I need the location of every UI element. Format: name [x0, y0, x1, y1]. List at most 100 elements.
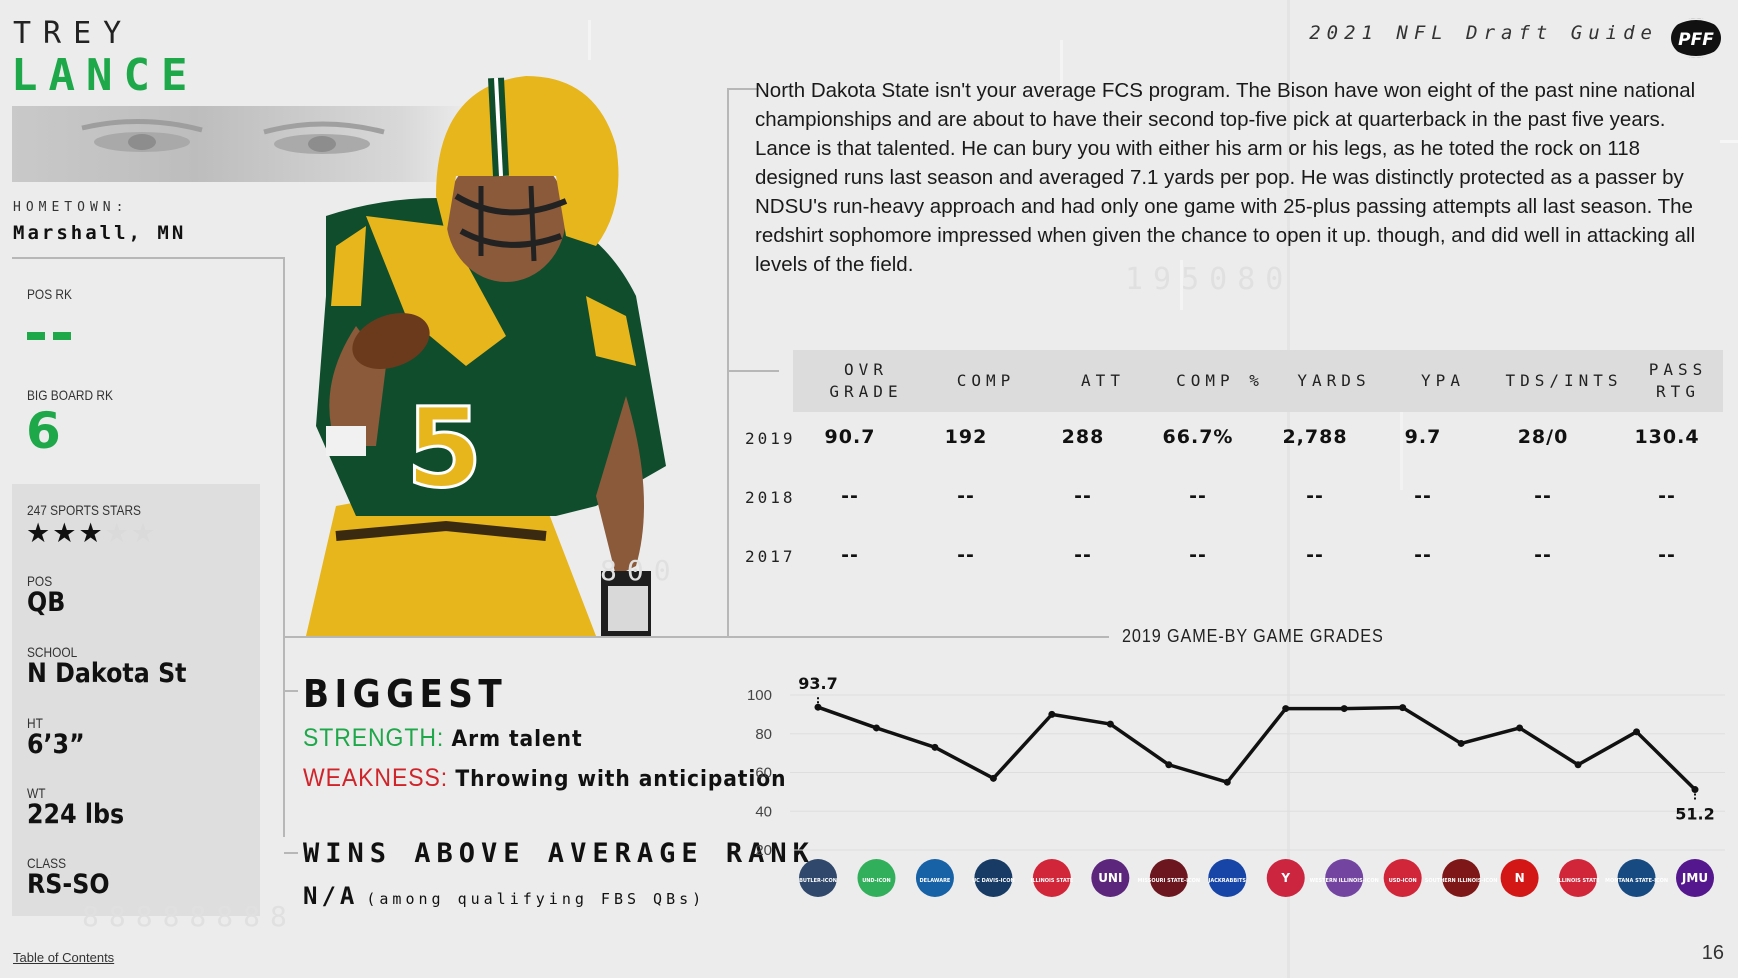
profile-panel — [12, 484, 260, 916]
weakness-label: WEAKNESS: — [303, 764, 449, 792]
opponent-logo-icon: N — [1500, 859, 1539, 897]
col-att: ATT — [1081, 371, 1125, 390]
grade-point — [1691, 786, 1699, 794]
opponent-logo-label: JACKRABBITS — [1208, 878, 1247, 884]
opponent-logo-label: MONTANA STATE-ICON — [1605, 878, 1668, 884]
opponent-logo-icon: MISSOURI STATE-ICON — [1138, 859, 1201, 897]
frame-line — [12, 257, 284, 259]
stats-row-year: 2019 — [745, 429, 796, 448]
strength-label: STRENGTH: — [303, 724, 445, 752]
stats-row-year: 2018 — [745, 488, 796, 507]
opponent-logo-icon: JMU — [1676, 859, 1714, 897]
opponent-logo-icon: SOUTHERN ILLINOIS-ICON — [1425, 859, 1498, 897]
stats-cell: -- — [1306, 544, 1324, 566]
stats-table-header: OVR GRADE COMP ATT COMP % YARDS YPA TDS/… — [793, 350, 1723, 412]
stats-cell: 66.7% — [1162, 426, 1234, 448]
frame-line — [727, 370, 779, 372]
grade-point — [1282, 705, 1290, 713]
annotation-label: 51.2 — [1675, 805, 1714, 824]
background-number: 195080 — [1125, 262, 1294, 297]
y-tick-label: 80 — [755, 726, 772, 743]
star-filled-icon: ★ — [52, 518, 79, 549]
stats-cell: -- — [957, 485, 975, 507]
grade-point — [1165, 761, 1173, 769]
star-empty-icon: ★ — [104, 518, 131, 549]
star-filled-icon: ★ — [26, 518, 53, 549]
opponent-logo-icon: DELAWARE — [915, 859, 954, 897]
opponent-logo-label: UC DAVIS-ICON — [972, 878, 1015, 884]
grade-point — [931, 743, 939, 751]
opponent-logo-icon: WESTERN ILLINOIS-ICON — [1310, 859, 1379, 897]
opponent-logo-label: BUTLER-ICON — [799, 878, 837, 884]
height-label: HT — [27, 715, 43, 731]
frame-line — [727, 88, 759, 90]
war-rank-note: (among qualifying FBS QBs) — [366, 890, 706, 908]
stats-cell: -- — [1534, 485, 1552, 507]
star-rating: ★★★★★ — [26, 518, 157, 549]
opponent-logo-icon: UC DAVIS-ICON — [972, 859, 1015, 897]
opponent-logo-label: UNI — [1098, 871, 1122, 885]
page-number: 16 — [1701, 942, 1724, 964]
strength-value: Arm talent — [451, 727, 583, 752]
grade-point — [1457, 739, 1465, 747]
pos-label: POS — [27, 573, 53, 589]
war-rank-value: N/A — [303, 882, 359, 910]
table-of-contents-link[interactable]: Table of Contents — [13, 950, 115, 965]
stats-cell: -- — [1189, 485, 1207, 507]
stats-cell: -- — [1074, 544, 1092, 566]
background-number: 800 — [600, 554, 681, 587]
biggest-title: BIGGEST — [303, 672, 508, 716]
stats-cell: -- — [957, 544, 975, 566]
stats-cell: 2,788 — [1282, 426, 1348, 448]
stats-cell: 28/0 — [1517, 426, 1569, 448]
war-rank-title: WINS ABOVE AVERAGE RANK — [303, 838, 815, 869]
opponent-logo-icon: UNI — [1091, 859, 1130, 897]
stats-cell: 90.7 — [824, 426, 876, 448]
stats-cell: -- — [841, 485, 859, 507]
frame-line — [283, 636, 1109, 638]
svg-text:5: 5 — [406, 384, 483, 512]
grade-point — [872, 724, 880, 732]
y-tick-label: 40 — [755, 803, 772, 820]
grade-point — [1633, 728, 1641, 736]
grade-point — [989, 774, 997, 782]
opponent-logo-label: DELAWARE — [920, 878, 951, 884]
opponent-logo-icon: ILLINOIS STATE — [1031, 859, 1074, 897]
hometown-value: Marshall, MN — [13, 222, 187, 244]
player-bio: North Dakota State isn't your average FC… — [755, 79, 1696, 276]
grade-point — [1574, 761, 1582, 769]
col-yards: YARDS — [1297, 371, 1371, 390]
annotation-label: 93.7 — [798, 674, 837, 693]
col-ovr-grade: OVR GRADE — [829, 360, 903, 401]
y-tick-label: 100 — [747, 687, 772, 704]
height-value: 6’3” — [27, 729, 85, 760]
stats-cell: -- — [1414, 544, 1432, 566]
stats-cell: 288 — [1061, 426, 1105, 448]
pff-logo: PFF — [1670, 16, 1722, 60]
opponent-logo-icon: BUTLER-ICON — [799, 859, 837, 897]
weakness-value: Throwing with anticipation — [455, 767, 787, 792]
star-empty-icon: ★ — [130, 518, 158, 549]
logo-text: PFF — [1678, 30, 1714, 50]
strength-line: STRENGTH: Arm talent — [303, 724, 583, 753]
stats-cell: 130.4 — [1634, 426, 1700, 448]
grade-point — [1516, 724, 1524, 732]
opponent-logo-label: UND-ICON — [862, 878, 891, 884]
pos-rank-label: POS RK — [27, 286, 72, 302]
class-value: RS-SO — [27, 869, 110, 900]
opponent-logo-label: ILLINOIS STATE — [1031, 878, 1074, 884]
opponent-logo-label: WESTERN ILLINOIS-ICON — [1310, 878, 1379, 884]
grade-line — [817, 705, 1697, 791]
weakness-line: WEAKNESS: Throwing with anticipation — [303, 764, 786, 793]
opponent-logo-label: JMU — [1681, 871, 1708, 885]
star-filled-icon: ★ — [78, 518, 105, 549]
weight-label: WT — [27, 785, 46, 801]
opponent-logo-label: MISSOURI STATE-ICON — [1138, 878, 1201, 884]
col-pass-rtg: PASS RTG — [1648, 360, 1708, 401]
class-label: CLASS — [27, 855, 67, 871]
stats-row-year: 2017 — [745, 547, 796, 566]
y-tick-label: 60 — [755, 765, 772, 782]
grade-point — [1399, 704, 1407, 712]
stats-cell: -- — [1658, 485, 1676, 507]
